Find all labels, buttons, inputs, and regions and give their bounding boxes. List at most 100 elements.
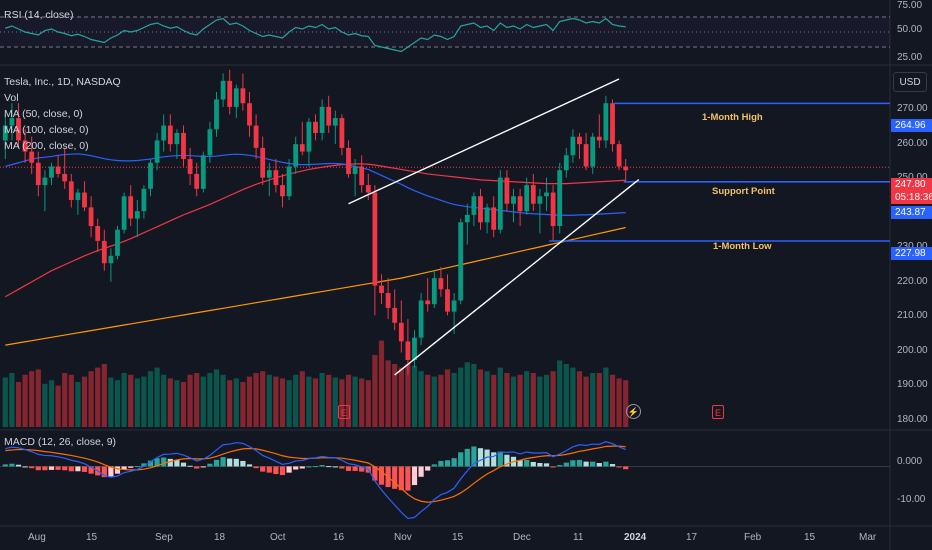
candle-body — [29, 151, 35, 163]
candle-body — [563, 155, 569, 171]
macd-histogram-bar — [444, 460, 451, 467]
candle-body — [319, 106, 325, 133]
ma50-line — [5, 153, 626, 216]
candle-body — [379, 285, 384, 294]
macd-histogram-bar — [42, 466, 48, 471]
macd-histogram-bar — [398, 466, 404, 491]
candle-body — [280, 185, 285, 197]
candle-body — [431, 278, 437, 305]
macd-histogram-bar — [603, 461, 609, 467]
volume-bar — [590, 373, 596, 427]
candle-body — [200, 155, 206, 189]
macd-histogram-bar — [609, 464, 616, 467]
macd-histogram-bar — [411, 466, 418, 486]
volume-bar — [88, 371, 94, 427]
currency-button[interactable]: USD — [893, 72, 927, 92]
candle-body — [233, 88, 239, 107]
x-tick: 17 — [686, 532, 698, 543]
macd-histogram-bar — [227, 458, 233, 467]
volume-bar — [623, 380, 629, 427]
macd-histogram-bar — [220, 457, 226, 467]
macd-histogram-bar — [471, 446, 477, 467]
macd-histogram-bar — [279, 466, 286, 476]
macd-histogram-bar — [2, 464, 8, 467]
candle-body — [266, 170, 272, 178]
volume-bar — [365, 380, 371, 427]
volume-bar — [504, 373, 510, 427]
x-tick: Aug — [28, 532, 46, 543]
macd-tick: 0.000 — [897, 456, 923, 467]
macd-histogram-bar — [147, 460, 154, 467]
candle-body — [108, 255, 114, 264]
dividend-lightning-icon[interactable]: ⚡ — [626, 404, 641, 419]
ma100-line — [5, 163, 626, 298]
volume-bar — [491, 374, 497, 427]
volume-bar — [543, 374, 550, 427]
volume-bar — [22, 374, 28, 427]
volume-bar — [484, 371, 490, 427]
rsi-pane-title: RSI (14, close) — [4, 9, 74, 21]
volume-bar — [240, 382, 246, 427]
macd-histogram-bar — [583, 461, 589, 467]
volume-bar — [339, 379, 345, 427]
volume-bar — [200, 376, 206, 427]
macd-histogram-bar — [200, 466, 206, 468]
candle-body — [16, 118, 21, 141]
volume-legend: Vol — [4, 92, 19, 104]
macd-histogram-bar — [167, 458, 173, 467]
volume-bar — [279, 378, 286, 427]
volume-bar — [570, 367, 576, 427]
one-month-high-label: 1-Month High — [702, 112, 763, 123]
high-price-badge: 264.96 — [891, 119, 932, 132]
volume-bar — [510, 376, 517, 427]
candle-body — [22, 140, 28, 152]
volume-bar — [147, 371, 154, 427]
candle-body — [451, 300, 457, 312]
macd-histogram-bar — [194, 466, 200, 469]
candle-body — [273, 170, 279, 186]
macd-histogram-bar — [207, 463, 213, 467]
macd-histogram-bar — [48, 466, 55, 470]
candle-body — [596, 136, 602, 141]
macd-histogram-bar — [497, 451, 503, 467]
volume-bar — [326, 374, 332, 427]
low-price-badge: 227.98 — [891, 247, 932, 260]
earnings-marker[interactable]: E — [712, 405, 724, 419]
volume-bar — [576, 371, 583, 427]
volume-bar — [29, 371, 35, 427]
volume-bar — [431, 376, 437, 427]
candle-body — [161, 125, 167, 141]
candle-body — [352, 166, 358, 174]
volume-bar — [81, 376, 88, 427]
candle-body — [464, 214, 470, 223]
candle-body — [9, 118, 15, 126]
volume-bar — [207, 373, 213, 427]
macd-histogram-bar — [550, 466, 556, 468]
macd-histogram-bar — [29, 466, 35, 469]
volume-bar — [108, 377, 114, 427]
rsi-tick: 50.00 — [897, 24, 923, 35]
macd-histogram-bar — [15, 464, 22, 467]
ma50-legend: MA (50, close, 0) — [4, 108, 83, 120]
candle-body — [577, 136, 582, 145]
last-price-badge: 247.80 — [891, 178, 932, 191]
candle-body — [537, 196, 543, 204]
volume-bar — [114, 380, 121, 427]
volume-bar — [15, 382, 22, 427]
earnings-marker[interactable]: E — [338, 405, 350, 419]
volume-bar — [550, 371, 556, 427]
candle-body — [405, 341, 411, 361]
volume-bar — [444, 369, 451, 427]
volume-bar — [438, 374, 444, 427]
x-tick: 15 — [452, 532, 464, 543]
candle-body — [339, 118, 345, 148]
candle-body — [398, 322, 404, 342]
volume-bar — [411, 365, 418, 427]
macd-histogram-bar — [425, 466, 431, 471]
support-point-label: Support Point — [712, 186, 775, 197]
volume-bar — [517, 374, 523, 427]
candle-body — [293, 144, 299, 167]
macd-histogram-bar — [240, 460, 246, 467]
candle-body — [299, 144, 305, 152]
